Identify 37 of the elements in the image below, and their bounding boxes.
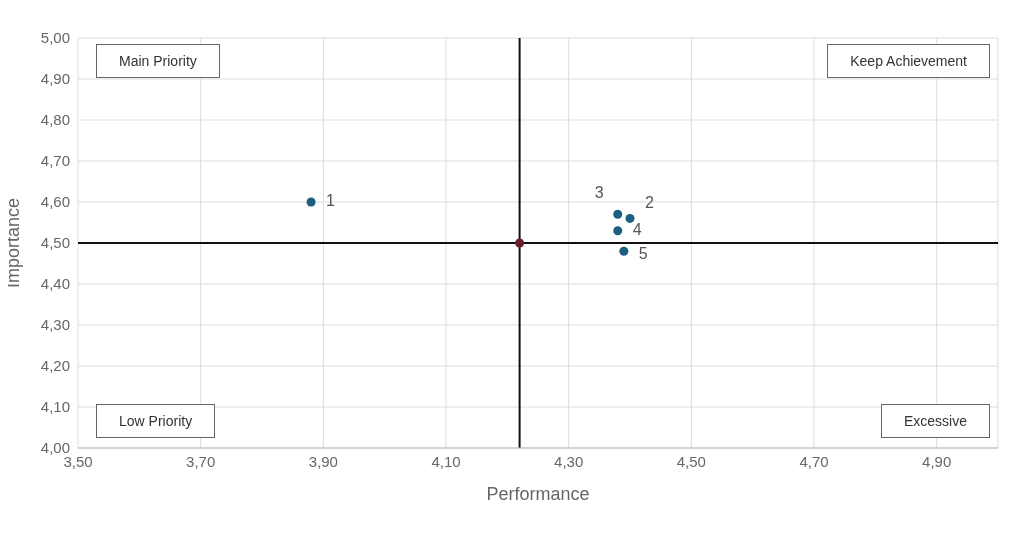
y-tick-label: 4,60: [40, 193, 70, 211]
y-tick-label: 4,90: [40, 70, 70, 88]
x-tick-label: 3,70: [186, 452, 216, 470]
text-box: Main Priority: [96, 44, 220, 78]
point: [613, 209, 623, 219]
x-axis-title: Performance: [486, 484, 590, 504]
y-tick-label: 4,50: [40, 234, 70, 252]
point: [613, 226, 623, 236]
annotation: Keep Achievement: [850, 53, 967, 69]
y-tick-label: 4,40: [40, 275, 70, 293]
x-tick-label: 4,10: [431, 452, 461, 470]
x-tick-label: 4,50: [676, 452, 706, 470]
point: [625, 213, 635, 223]
text-box: Excessive: [880, 404, 990, 438]
point: [515, 238, 525, 248]
annotation: 2: [645, 194, 654, 213]
annotation: Excessive: [903, 413, 967, 429]
point: [619, 246, 629, 256]
y-tick-label: 4,10: [40, 398, 70, 416]
annotation: Main Priority: [119, 53, 197, 69]
annotation: 1: [326, 192, 335, 210]
annotation: 3: [594, 184, 604, 203]
x-tick-label: 4,70: [799, 452, 829, 470]
y-tick-label: 4,30: [40, 316, 70, 334]
text-box: Keep Achievement: [827, 44, 990, 78]
y-tick-label: 5,00: [40, 29, 70, 47]
annotation: 4: [632, 220, 642, 239]
x-tick-label: 4,90: [922, 452, 952, 470]
y-tick-label: 4,80: [40, 111, 70, 129]
annotation: 5: [638, 245, 648, 264]
text-box: Low Priority: [96, 404, 216, 438]
point: [306, 197, 316, 207]
y-tick-label: 4,70: [40, 152, 70, 170]
y-tick-label: 4,20: [40, 357, 70, 375]
x-tick-label: 4,30: [554, 452, 584, 470]
annotation: Low Priority: [119, 413, 193, 429]
x-tick-label: 3,90: [308, 452, 338, 470]
